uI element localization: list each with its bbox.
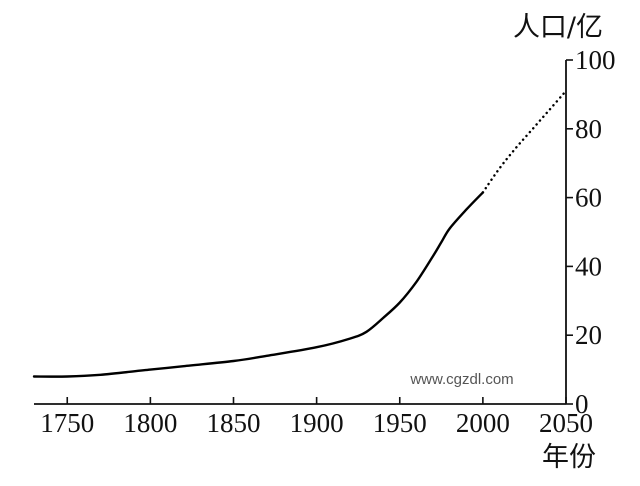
data-point [382,317,384,319]
y-tick-label: 60 [575,183,602,213]
y-tick-label: 20 [575,320,602,350]
data-point [33,375,35,377]
data-point [366,331,368,333]
data-point [499,167,501,169]
data-point [349,338,351,340]
y-tick-label: 40 [575,251,602,281]
data-point [233,360,235,362]
data-point [415,281,417,283]
data-point [183,365,185,367]
x-tick-label: 1850 [207,408,261,438]
x-tick-label: 1950 [373,408,427,438]
x-tick-label: 1750 [40,408,94,438]
data-point [149,369,151,371]
data-point [465,209,467,211]
data-point [66,375,68,377]
data-point [266,355,268,357]
series-layer [32,89,568,378]
data-point [482,191,484,193]
projected-population-line [481,89,568,194]
data-point [100,374,102,376]
data-point [399,302,401,304]
data-point [440,241,442,243]
data-point [532,128,534,130]
watermark-text: www.cgzdl.com [409,371,513,388]
data-point [432,255,434,257]
x-tick-label: 1800 [123,408,177,438]
x-tick-label: 1900 [290,408,344,438]
data-point [548,109,550,111]
y-tick-label: 80 [575,114,602,144]
y-tick-label: 100 [575,45,616,75]
x-tick-label: 2000 [456,408,510,438]
data-point [515,147,517,149]
population-line [32,191,485,378]
data-point [316,346,318,348]
x-tick-label: 2050 [539,408,593,438]
y-tick-label: 0 [575,389,589,419]
axes-layer [34,60,567,405]
data-point [449,228,451,230]
y-axis-title: 人口/亿 [513,12,603,43]
x-axis-title: 年份 [542,442,596,473]
